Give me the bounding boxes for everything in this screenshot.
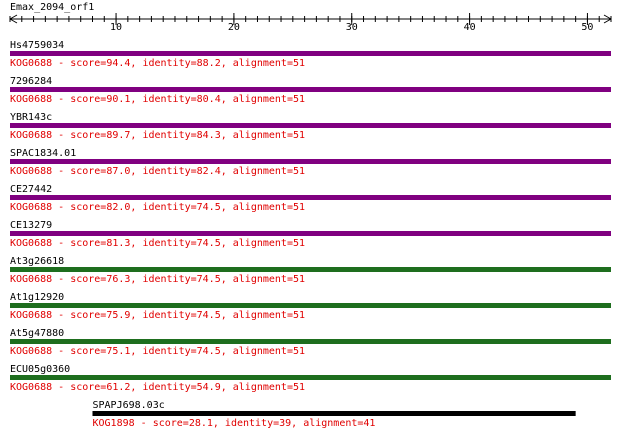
tick-label: 50	[581, 22, 593, 33]
hit-bar	[10, 195, 611, 200]
hit-name: At3g26618	[10, 256, 64, 267]
hit-bar	[10, 51, 611, 56]
hit-name: Hs4759034	[10, 40, 64, 51]
tick-label: 20	[228, 22, 240, 33]
hit-bar	[92, 411, 576, 416]
hit-label: KOG0688 - score=82.0, identity=74.5, ali…	[10, 202, 305, 213]
hit-label: KOG0688 - score=75.9, identity=74.5, ali…	[10, 310, 305, 321]
hit-name: At1g12920	[10, 292, 64, 303]
hit-label: KOG0688 - score=89.7, identity=84.3, ali…	[10, 130, 305, 141]
hit-bar	[10, 375, 611, 380]
hit-bar	[10, 303, 611, 308]
hit-name: CE27442	[10, 184, 52, 195]
hit-label: KOG0688 - score=61.2, identity=54.9, ali…	[10, 382, 305, 393]
hit-bar	[10, 123, 611, 128]
tick-label: 30	[346, 22, 358, 33]
hit-name: CE13279	[10, 220, 52, 231]
hit-bar	[10, 159, 611, 164]
hit-label: KOG0688 - score=87.0, identity=82.4, ali…	[10, 166, 305, 177]
hit-name: ECU05g0360	[10, 364, 70, 375]
hit-label: KOG0688 - score=94.4, identity=88.2, ali…	[10, 58, 305, 69]
hit-bar	[10, 267, 611, 272]
hit-name: At5g47880	[10, 328, 64, 339]
hit-label: KOG0688 - score=81.3, identity=74.5, ali…	[10, 238, 305, 249]
hit-label: KOG0688 - score=75.1, identity=74.5, ali…	[10, 346, 305, 357]
query-title: Emax_2094_orf1	[10, 2, 94, 13]
hit-label: KOG0688 - score=90.1, identity=80.4, ali…	[10, 94, 305, 105]
tick-label: 10	[110, 22, 122, 33]
hit-bar	[10, 339, 611, 344]
hit-label: KOG0688 - score=76.3, identity=74.5, ali…	[10, 274, 305, 285]
tick-label: 40	[464, 22, 476, 33]
hit-name: YBR143c	[10, 112, 52, 123]
hit-bar	[10, 231, 611, 236]
ruler-arrows	[9, 14, 612, 24]
hit-name: 7296284	[10, 76, 52, 87]
hit-label: KOG1898 - score=28.1, identity=39, align…	[92, 418, 375, 429]
hit-bar	[10, 87, 611, 92]
hit-name: SPAPJ698.03c	[92, 400, 164, 411]
hit-name: SPAC1834.01	[10, 148, 76, 159]
